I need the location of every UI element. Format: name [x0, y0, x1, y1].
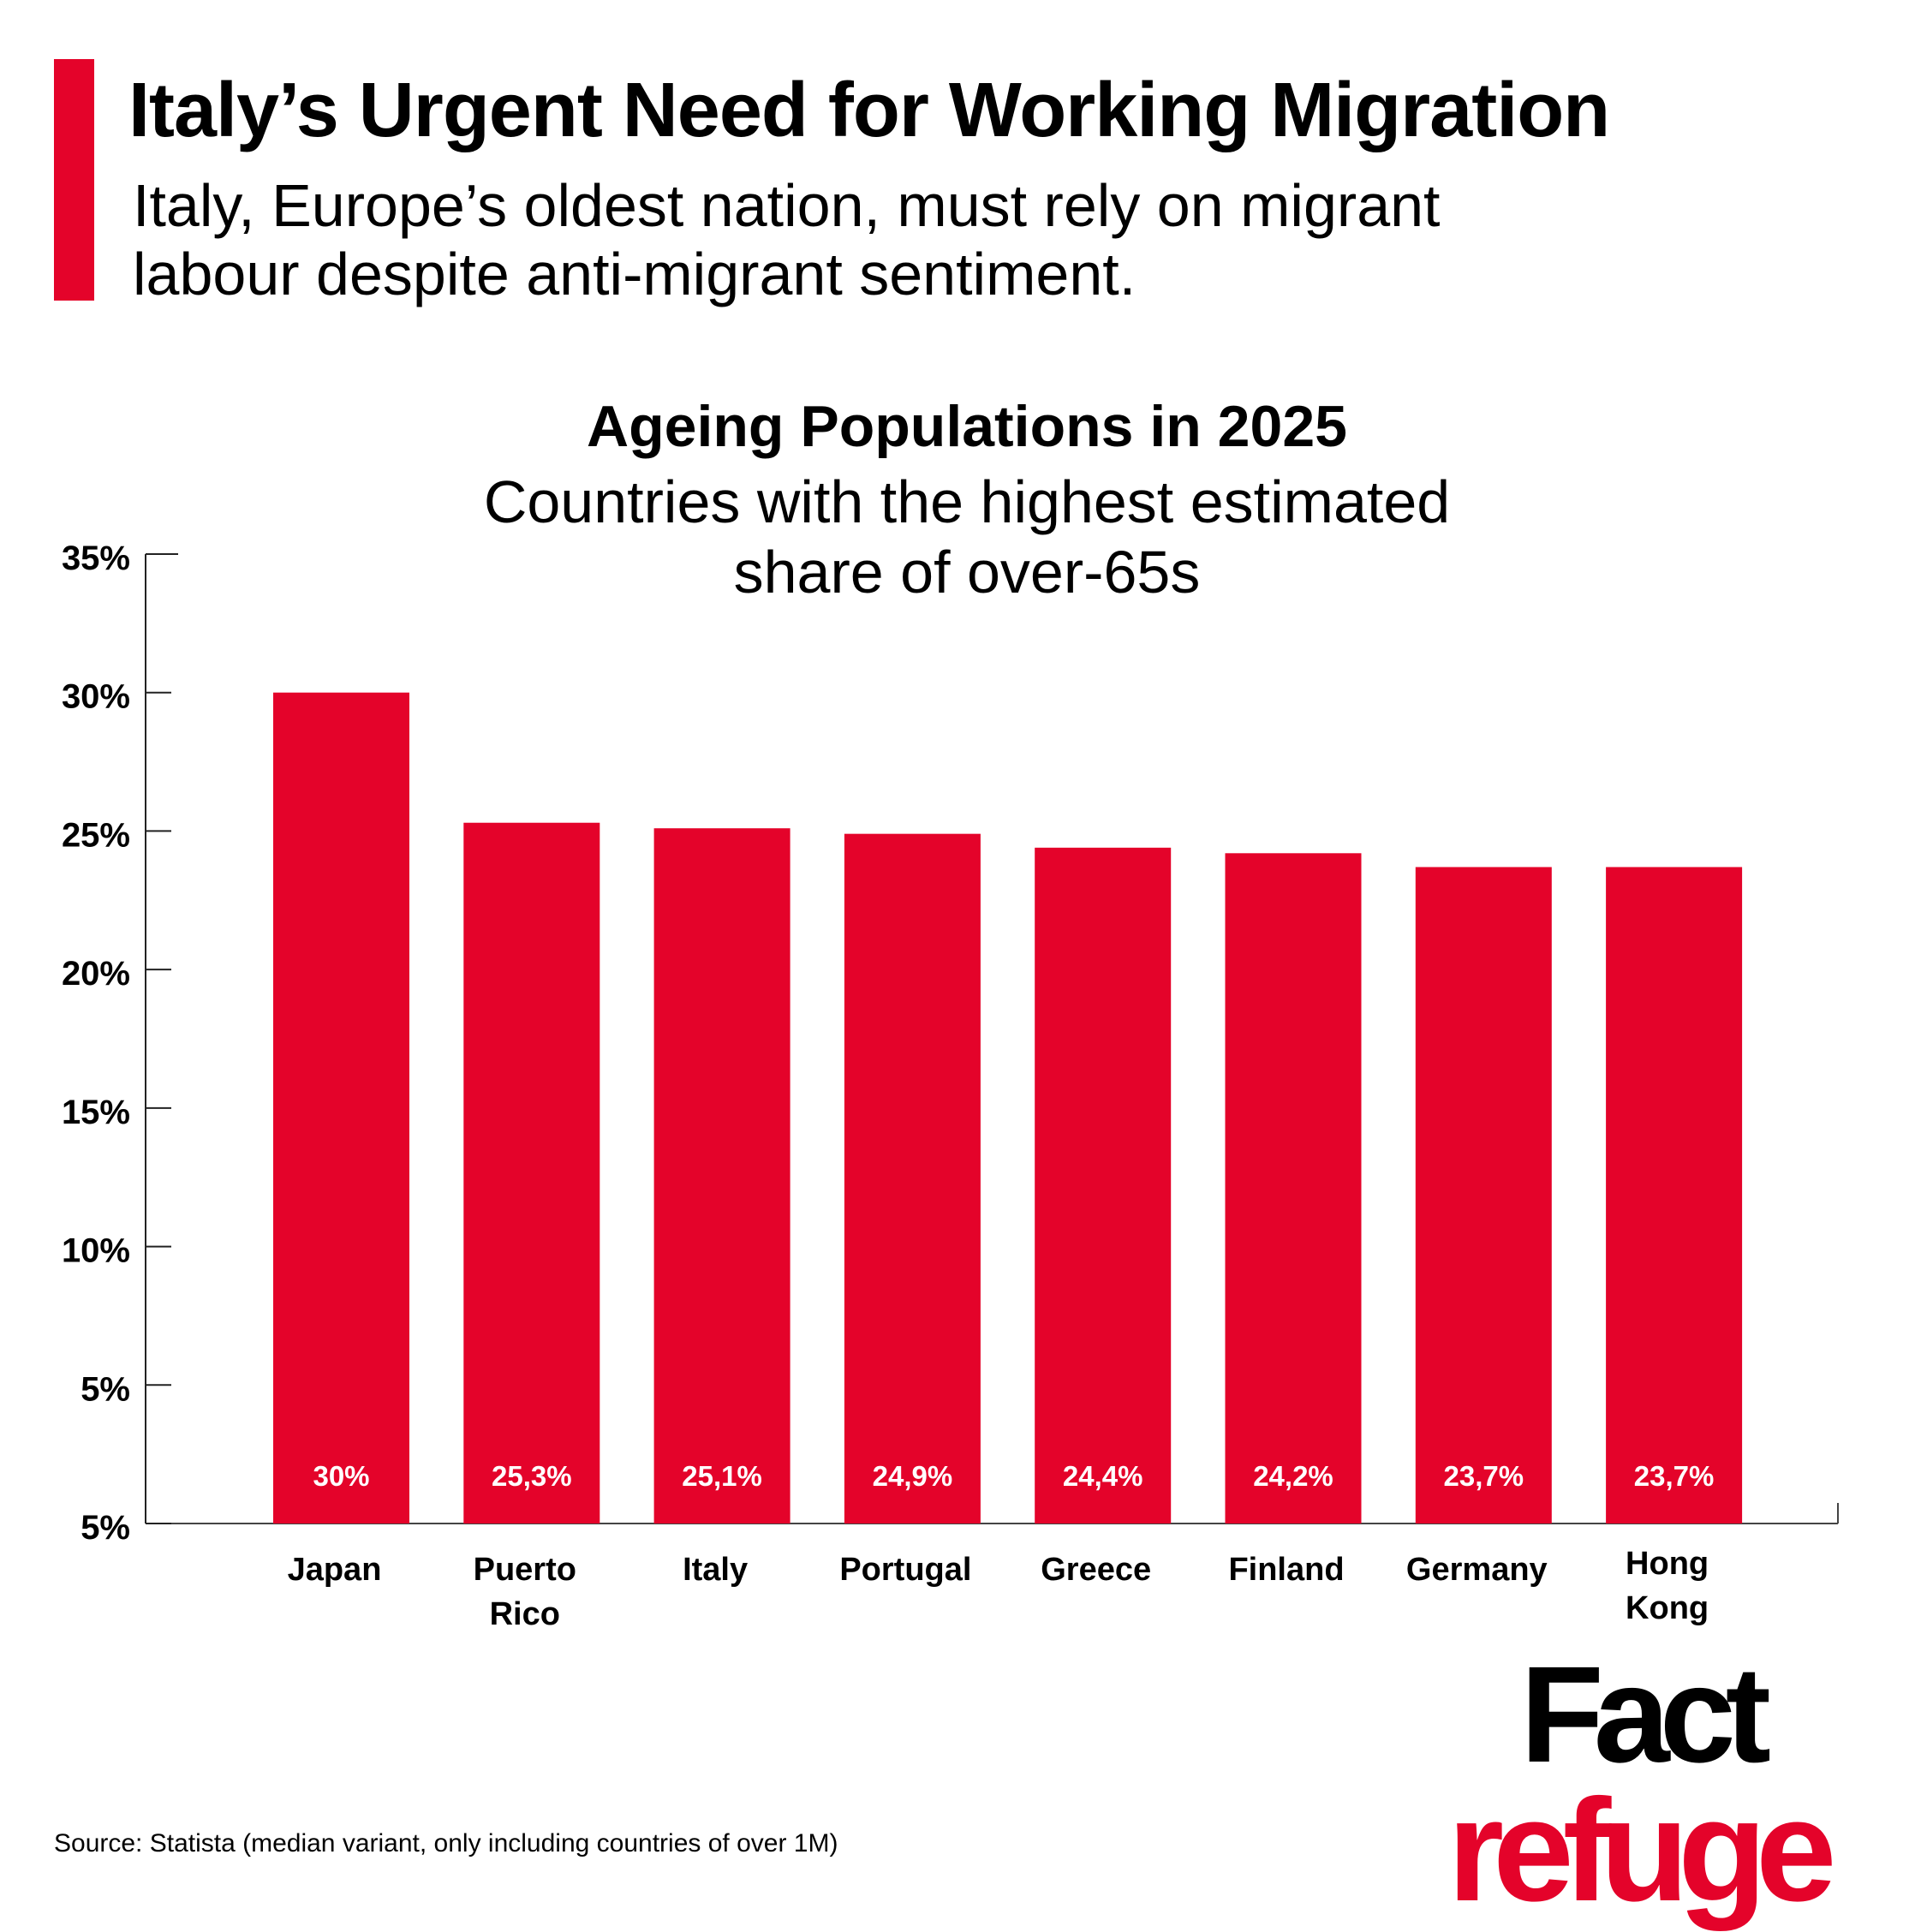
page-title: Italy’s Urgent Need for Working Migratio… [128, 68, 1610, 153]
bar-value-label: 24,9% [873, 1460, 953, 1492]
chart-title: Ageing Populations in 2025 [587, 394, 1347, 459]
bar [463, 822, 600, 1524]
x-category-label: Rico [490, 1596, 560, 1632]
y-tick-label: 5% [81, 1370, 130, 1408]
bar [273, 692, 409, 1524]
x-category-label: Italy [683, 1552, 748, 1588]
bar [1415, 867, 1552, 1524]
bar-value-label: 24,2% [1253, 1460, 1333, 1492]
y-tick-label: 20% [62, 955, 130, 993]
x-category-label: Kong [1626, 1590, 1709, 1626]
y-tick-label: 30% [62, 678, 130, 716]
y-tick-label: 15% [62, 1094, 130, 1131]
x-category-label: Portugal [839, 1552, 971, 1588]
x-category-label: Germany [1406, 1552, 1548, 1588]
bar-value-label: 25,1% [682, 1460, 762, 1492]
bar-value-label: 24,4% [1063, 1460, 1143, 1492]
x-category-label: Japan [288, 1552, 382, 1588]
chart-subtitle-line: share of over-65s [733, 539, 1201, 605]
bar-value-label: 25,3% [492, 1460, 572, 1492]
bar-value-label: 30% [313, 1460, 369, 1492]
chart-subtitle-line: Countries with the highest estimated [483, 468, 1451, 535]
bar [844, 833, 981, 1524]
bar [1606, 867, 1743, 1524]
chart-subtitle: Countries with the highest estimated sha… [0, 467, 1927, 607]
x-category-label: Finland [1228, 1552, 1344, 1588]
subtitle-line: labour despite anti-migrant sentiment. [133, 241, 1137, 307]
logo-refuge-text: refuge [1447, 1769, 1837, 1932]
bar-value-label: 23,7% [1634, 1460, 1715, 1492]
bar [1035, 847, 1172, 1524]
bar [653, 828, 790, 1524]
logo-fact-text: Fact [1520, 1637, 1771, 1791]
bar-value-label: 23,7% [1444, 1460, 1524, 1492]
subtitle-line: Italy, Europe’s oldest nation, must rely… [133, 172, 1441, 239]
x-category-label: Puerto [474, 1552, 576, 1588]
source-note: Source: Statista (median variant, only i… [54, 1829, 838, 1857]
y-tick-label: 35% [62, 540, 130, 577]
x-category-label: Hong [1626, 1546, 1709, 1582]
y-tick-label: 5% [81, 1509, 130, 1547]
y-tick-label: 10% [62, 1232, 130, 1270]
y-tick-label: 25% [62, 816, 130, 854]
bar [1225, 853, 1362, 1524]
accent-bar [54, 59, 94, 301]
x-category-label: Greece [1041, 1552, 1151, 1588]
page-subtitle: Italy, Europe’s oldest nation, must rely… [133, 171, 1441, 308]
